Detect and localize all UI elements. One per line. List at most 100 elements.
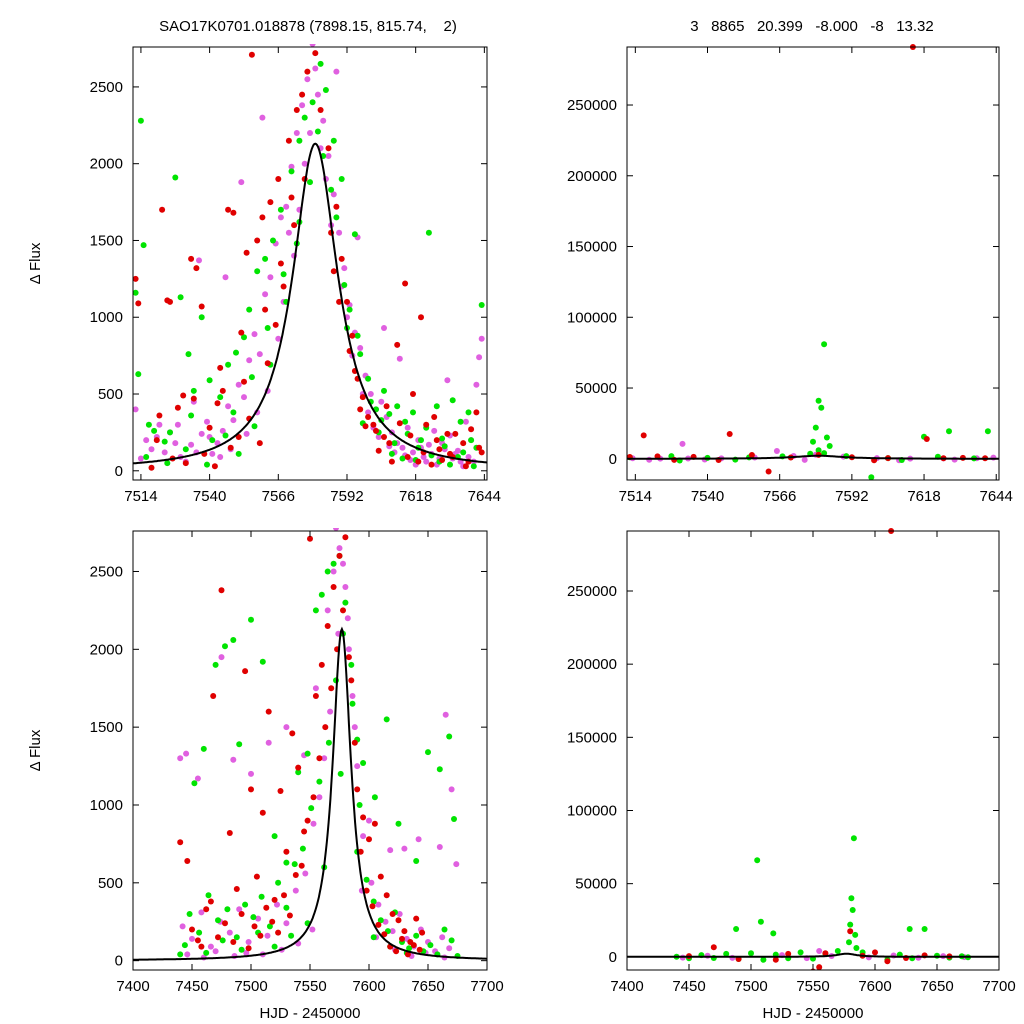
data-point-red <box>365 414 372 420</box>
data-point-red <box>370 421 377 428</box>
data-point-red <box>292 872 299 878</box>
data-point-green <box>217 394 224 401</box>
data-point-red <box>404 951 411 958</box>
x-tick-label: 7400 <box>610 978 643 995</box>
data-point-red <box>222 920 228 927</box>
data-point-red <box>468 426 475 433</box>
x-tick-label: 7550 <box>796 978 829 995</box>
data-point-green <box>436 766 443 773</box>
data-point-red <box>399 935 405 942</box>
data-point-green <box>351 231 358 238</box>
data-point-green <box>161 438 168 445</box>
data-point-red <box>277 788 284 794</box>
data-point-magenta <box>304 76 311 83</box>
data-point-red <box>436 446 443 453</box>
data-point-magenta <box>309 44 316 47</box>
data-point-green <box>215 917 221 924</box>
data-point-green <box>448 937 455 944</box>
data-point-red <box>174 404 181 411</box>
data-point-red <box>304 68 311 75</box>
data-point-green <box>198 314 205 321</box>
data-point-magenta <box>248 770 254 777</box>
data-point-red <box>847 928 854 935</box>
y-tick-label: 2500 <box>90 79 123 96</box>
data-point-red <box>418 314 424 321</box>
data-point-green <box>270 237 276 244</box>
data-point-red <box>328 685 335 692</box>
data-point-magenta <box>283 920 290 927</box>
data-point-magenta <box>251 331 258 338</box>
data-point-red <box>317 107 324 113</box>
data-point-red <box>333 203 340 210</box>
data-point-green <box>312 607 319 614</box>
data-point-red <box>235 434 242 440</box>
data-point-magenta <box>259 114 266 121</box>
data-point-magenta <box>241 394 247 401</box>
y-tick-label: 500 <box>98 386 123 403</box>
data-point-red <box>206 424 213 431</box>
fit-curve <box>627 952 999 958</box>
data-point-magenta <box>310 820 317 827</box>
data-point-green <box>921 926 928 932</box>
data-point-magenta <box>264 932 271 939</box>
data-point-green <box>277 206 284 213</box>
data-point-green <box>248 374 255 381</box>
data-point-red <box>304 817 311 824</box>
data-point-magenta <box>309 926 316 933</box>
data-point-green <box>723 950 730 957</box>
data-point-red <box>227 444 234 451</box>
data-point-magenta <box>349 693 356 699</box>
data-point-red <box>389 911 396 917</box>
data-point-green <box>356 802 363 808</box>
y-tick-label: 0 <box>609 949 617 966</box>
data-point-red <box>324 623 331 629</box>
data-point-magenta <box>183 750 190 757</box>
fit-curve <box>133 626 487 961</box>
data-point-red <box>381 434 387 440</box>
data-point-magenta <box>396 355 403 362</box>
data-point-magenta <box>179 923 186 930</box>
y-tick-label: 150000 <box>567 729 617 746</box>
data-point-magenta <box>283 203 290 210</box>
data-point-green <box>230 637 237 643</box>
data-point-red <box>264 360 271 367</box>
data-point-red <box>167 298 173 305</box>
data-point-green <box>371 794 378 801</box>
data-point-green <box>206 377 213 384</box>
data-point-green <box>288 168 295 175</box>
data-point-green <box>460 449 467 456</box>
data-point-magenta <box>478 335 485 342</box>
x-tick-label: 7540 <box>691 488 724 505</box>
data-point-green <box>330 137 337 144</box>
x-tick-label: 7700 <box>470 978 503 995</box>
y-tick-label: 1500 <box>90 719 123 736</box>
data-point-magenta <box>292 887 299 894</box>
data-point-green <box>984 428 991 435</box>
data-point-green <box>330 560 337 567</box>
data-point-magenta <box>243 949 250 956</box>
data-point-magenta <box>314 91 321 98</box>
data-point-magenta <box>327 708 334 715</box>
data-point-red <box>275 176 282 182</box>
data-point-green <box>406 945 413 952</box>
y-tick-label: 2000 <box>90 156 123 173</box>
data-point-magenta <box>267 274 274 281</box>
data-point-red <box>336 298 343 305</box>
data-point-red <box>291 222 298 229</box>
data-point-magenta <box>307 130 313 136</box>
data-point-red <box>238 329 245 336</box>
data-point-red <box>431 414 438 420</box>
data-point-red <box>360 814 367 821</box>
data-point-green <box>447 461 453 468</box>
y-tick-label: 500 <box>98 875 123 892</box>
data-point-red <box>375 921 382 928</box>
data-point-magenta <box>172 440 179 447</box>
data-point-magenta <box>446 945 453 952</box>
data-point-red <box>373 427 379 434</box>
data-point-red <box>211 463 218 470</box>
data-point-red <box>257 932 264 939</box>
data-point-green <box>748 950 754 957</box>
data-point-green <box>291 861 298 868</box>
data-point-green <box>823 434 830 441</box>
figure-title-left: SAO17K0701.018878 (7898.15, 815.74, 2) <box>159 18 457 35</box>
